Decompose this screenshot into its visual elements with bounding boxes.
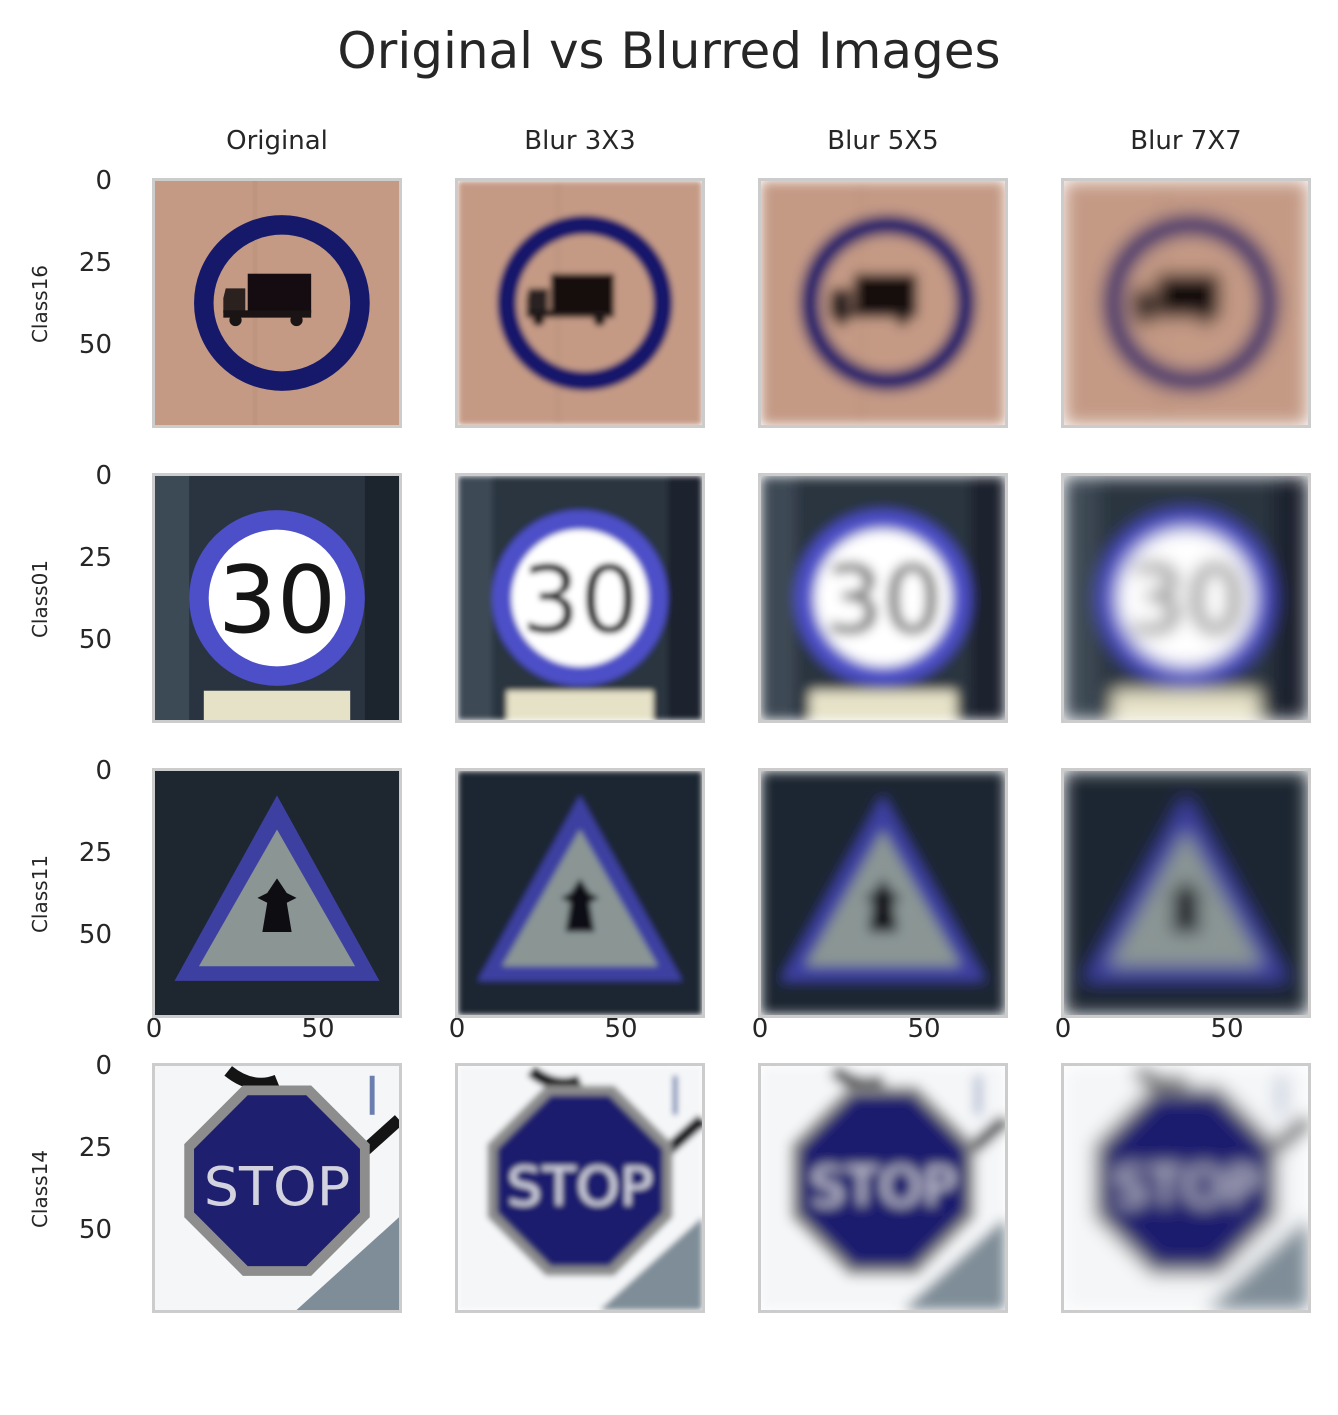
- x-tick-label: 0: [145, 1014, 163, 1044]
- x-tick-label: 50: [907, 1014, 941, 1044]
- image-class01-original: 30: [152, 473, 402, 723]
- x-tick-label: 50: [604, 1014, 638, 1044]
- svg-text:STOP: STOP: [1113, 1155, 1259, 1218]
- image-class11-blur-3x3: [455, 768, 705, 1018]
- image-class14-blur-7x7: STOP: [1061, 1063, 1311, 1313]
- image-class01-blur-5x5: 30: [758, 473, 1008, 723]
- y-tick-label: 0: [95, 756, 112, 786]
- image-class11-blur-7x7: [1061, 768, 1311, 1018]
- image-class01-blur-7x7: 30: [1061, 473, 1311, 723]
- column-title-blur-7x7: Blur 7X7: [1130, 126, 1242, 156]
- image-class14-blur-5x5: STOP: [758, 1063, 1008, 1313]
- svg-text:STOP: STOP: [810, 1155, 956, 1218]
- row-label-class11: Class11: [28, 854, 52, 934]
- figure-title: Original vs Blurred Images: [337, 22, 1001, 80]
- y-tick-label: 25: [78, 248, 112, 278]
- svg-text:30: 30: [1127, 546, 1245, 654]
- image-class11-blur-5x5: [758, 768, 1008, 1018]
- y-tick-label: 50: [78, 1215, 112, 1245]
- image-class14-blur-3x3: STOP: [455, 1063, 705, 1313]
- column-title-original: Original: [226, 126, 328, 156]
- row-label-class01: Class01: [28, 559, 52, 639]
- svg-text:STOP: STOP: [204, 1155, 350, 1218]
- image-class16-blur-7x7: [1061, 178, 1311, 428]
- y-tick-label: 0: [95, 1051, 112, 1081]
- y-tick-label: 25: [78, 543, 112, 573]
- svg-text:30: 30: [824, 546, 942, 654]
- x-tick-label: 0: [448, 1014, 466, 1044]
- svg-text:30: 30: [521, 546, 639, 654]
- image-class14-original: STOP: [152, 1063, 402, 1313]
- row-label-class14: Class14: [28, 1149, 52, 1229]
- image-class01-blur-3x3: 30: [455, 473, 705, 723]
- y-tick-label: 50: [78, 920, 112, 950]
- x-tick-label: 50: [1210, 1014, 1244, 1044]
- column-title-blur-5x5: Blur 5X5: [827, 126, 939, 156]
- image-class16-original: [152, 178, 402, 428]
- y-tick-label: 0: [95, 461, 112, 491]
- image-class16-blur-5x5: [758, 178, 1008, 428]
- x-tick-label: 50: [301, 1014, 335, 1044]
- y-tick-label: 25: [78, 1133, 112, 1163]
- x-tick-label: 0: [751, 1014, 769, 1044]
- svg-text:STOP: STOP: [507, 1155, 653, 1218]
- y-tick-label: 0: [95, 166, 112, 196]
- image-class16-blur-3x3: [455, 178, 705, 428]
- y-tick-label: 50: [78, 330, 112, 360]
- y-tick-label: 50: [78, 625, 112, 655]
- y-tick-label: 25: [78, 838, 112, 868]
- x-tick-label: 0: [1054, 1014, 1072, 1044]
- row-label-class16: Class16: [28, 264, 52, 344]
- image-class11-original: [152, 768, 402, 1018]
- svg-text:30: 30: [218, 546, 336, 654]
- column-title-blur-3x3: Blur 3X3: [524, 126, 636, 156]
